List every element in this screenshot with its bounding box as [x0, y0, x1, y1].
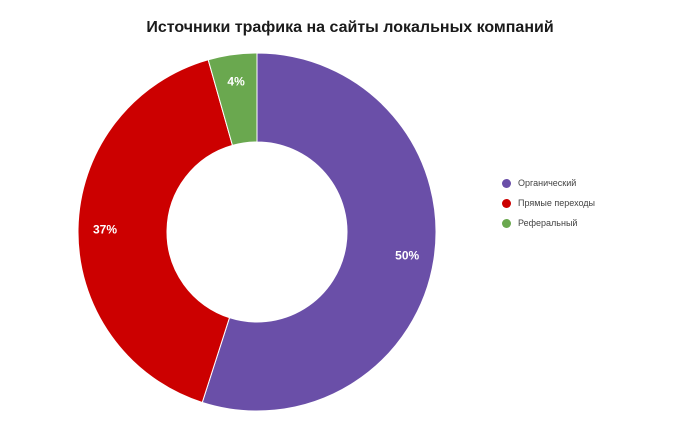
chart-title: Источники трафика на сайты локальных ком… — [146, 19, 554, 36]
legend-label-organic: Органический — [518, 178, 577, 188]
legend-label-direct: Прямые переходы — [518, 198, 596, 208]
legend-swatch-referral — [502, 218, 511, 228]
slice-organic[interactable] — [201, 52, 437, 412]
slice-label-organic: 50% — [395, 249, 419, 263]
slice-label-direct: 37% — [93, 222, 117, 236]
legend-label-referral: Реферальный — [518, 218, 578, 228]
slice-label-referral: 4% — [227, 74, 245, 88]
legend-item-direct[interactable]: Прямые переходы — [502, 193, 595, 213]
chart-legend: Органический Прямые переходы Реферальный — [502, 173, 595, 233]
slice-referral[interactable] — [207, 52, 258, 147]
legend-swatch-direct — [502, 198, 511, 208]
legend-swatch-organic — [502, 178, 511, 188]
legend-item-referral[interactable]: Реферальный — [502, 213, 595, 233]
legend-item-organic[interactable]: Органический — [502, 173, 595, 193]
slice-direct[interactable] — [77, 59, 234, 404]
